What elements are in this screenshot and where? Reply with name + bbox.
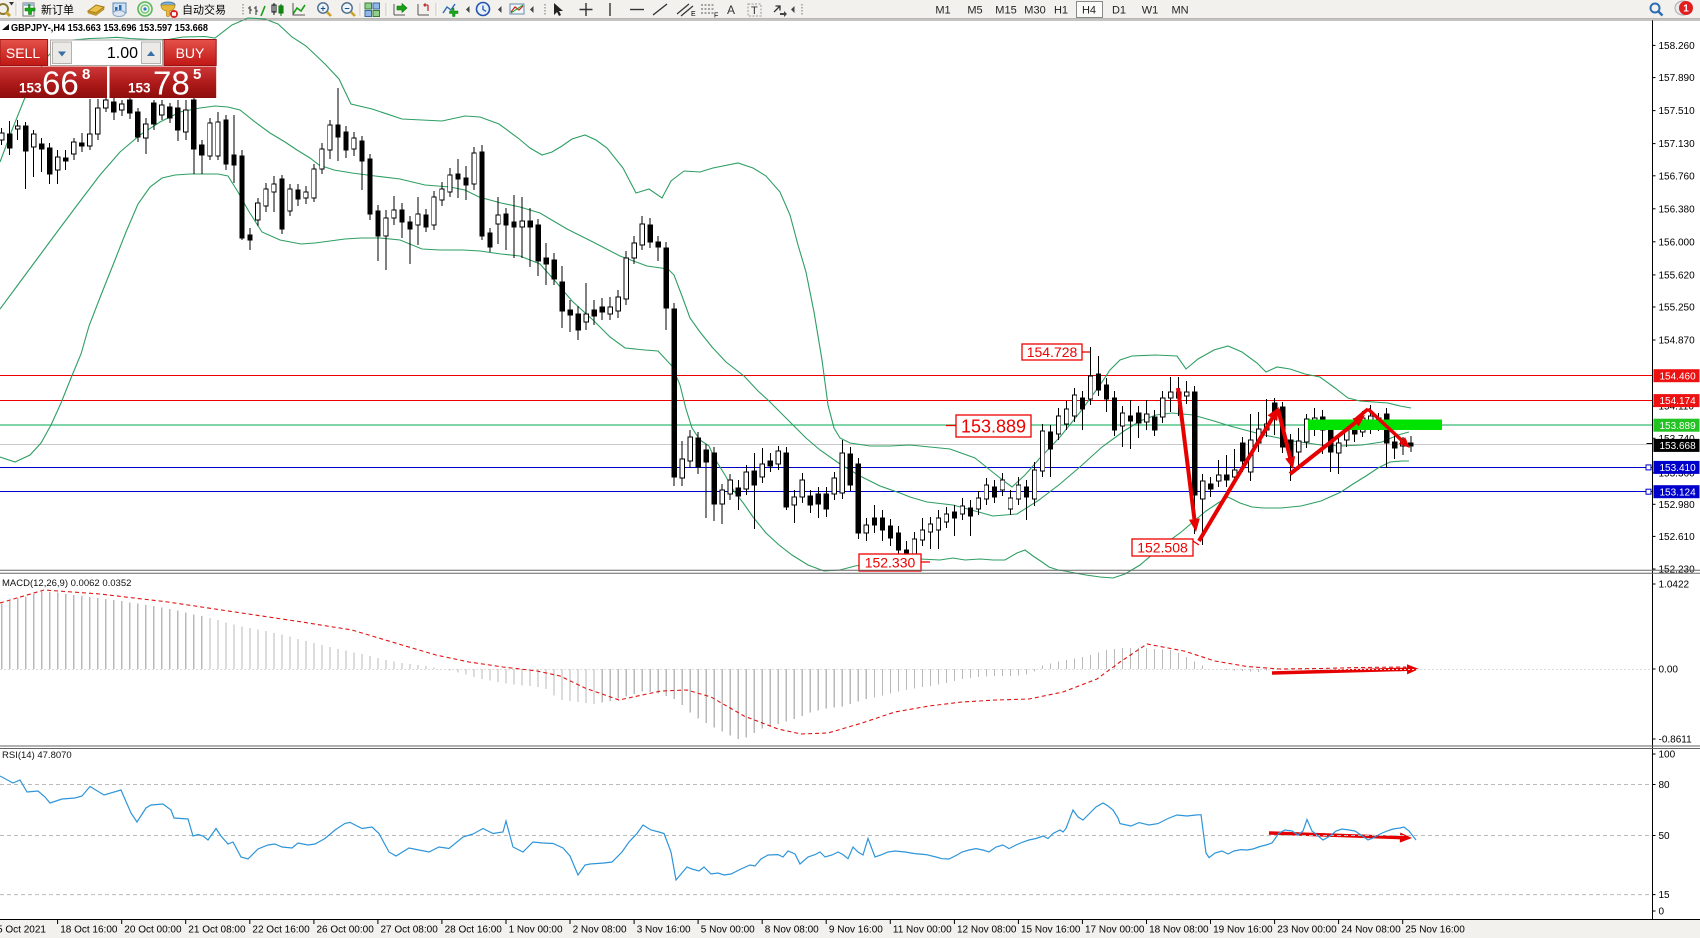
- svg-text:8: 8: [82, 66, 90, 83]
- svg-text:5 Nov 00:00: 5 Nov 00:00: [701, 925, 755, 936]
- svg-text:153.889: 153.889: [1660, 421, 1697, 432]
- svg-text:18 Oct 16:00: 18 Oct 16:00: [60, 925, 118, 936]
- svg-text:25 Nov 16:00: 25 Nov 16:00: [1405, 925, 1465, 936]
- svg-text:152.980: 152.980: [1659, 500, 1696, 511]
- svg-text:M15: M15: [995, 5, 1016, 17]
- svg-text:MACD(12,26,9) 0.0062 0.0352: MACD(12,26,9) 0.0062 0.0352: [2, 578, 131, 589]
- svg-text:158.260: 158.260: [1659, 41, 1696, 52]
- svg-text:-0.8611: -0.8611: [1659, 735, 1693, 746]
- svg-text:152.508: 152.508: [1137, 540, 1188, 556]
- svg-text:66: 66: [42, 65, 79, 102]
- svg-text:RSI(14) 47.8070: RSI(14) 47.8070: [2, 750, 72, 761]
- svg-text:BUY: BUY: [176, 45, 205, 61]
- svg-text:+: +: [320, 3, 325, 13]
- svg-text:154.870: 154.870: [1659, 336, 1696, 347]
- svg-text:E: E: [691, 11, 696, 18]
- svg-text:17 Nov 00:00: 17 Nov 00:00: [1085, 925, 1145, 936]
- svg-text:2 Nov 08:00: 2 Nov 08:00: [573, 925, 627, 936]
- svg-text:F: F: [714, 13, 718, 20]
- svg-text:1.00: 1.00: [107, 45, 138, 62]
- svg-text:153: 153: [19, 81, 42, 96]
- svg-text:SELL: SELL: [6, 45, 40, 61]
- svg-text:157.510: 157.510: [1659, 106, 1696, 117]
- svg-text:T: T: [751, 5, 758, 17]
- svg-text:新订单: 新订单: [41, 3, 74, 17]
- svg-text:28 Oct 16:00: 28 Oct 16:00: [445, 925, 503, 936]
- svg-text:20 Oct 00:00: 20 Oct 00:00: [124, 925, 182, 936]
- svg-text:M1: M1: [935, 5, 950, 17]
- svg-text:80: 80: [1659, 780, 1671, 791]
- svg-text:154.728: 154.728: [1027, 344, 1078, 360]
- svg-text:18 Nov 08:00: 18 Nov 08:00: [1149, 925, 1209, 936]
- svg-text:153: 153: [128, 81, 151, 96]
- svg-text:153.889: 153.889: [961, 416, 1026, 436]
- svg-text:1: 1: [1683, 4, 1689, 15]
- svg-text:H1: H1: [1054, 5, 1068, 17]
- svg-text:1 Nov 00:00: 1 Nov 00:00: [509, 925, 563, 936]
- svg-text:0.00: 0.00: [1659, 665, 1679, 676]
- svg-text:21 Oct 08:00: 21 Oct 08:00: [188, 925, 246, 936]
- svg-text:11 Nov 00:00: 11 Nov 00:00: [893, 925, 952, 936]
- svg-text:M5: M5: [967, 5, 982, 17]
- svg-text:27 Oct 08:00: 27 Oct 08:00: [381, 925, 439, 936]
- svg-text:H4: H4: [1082, 5, 1096, 17]
- svg-text:19 Nov 16:00: 19 Nov 16:00: [1213, 925, 1273, 936]
- svg-text:26 Oct 00:00: 26 Oct 00:00: [317, 925, 375, 936]
- svg-text:24 Nov 08:00: 24 Nov 08:00: [1341, 925, 1401, 936]
- svg-text:156.760: 156.760: [1659, 171, 1696, 182]
- svg-text:152.330: 152.330: [865, 555, 916, 571]
- svg-text:15 Nov 16:00: 15 Nov 16:00: [1021, 925, 1081, 936]
- svg-text:154.460: 154.460: [1660, 371, 1697, 382]
- svg-text:156.000: 156.000: [1659, 237, 1696, 248]
- svg-text:22 Oct 16:00: 22 Oct 16:00: [252, 925, 310, 936]
- svg-text:5 Oct 2021: 5 Oct 2021: [0, 925, 46, 936]
- svg-text:15: 15: [1659, 890, 1671, 901]
- svg-text:50: 50: [1659, 831, 1671, 842]
- svg-text:157.130: 157.130: [1659, 139, 1696, 150]
- svg-text:9 Nov 16:00: 9 Nov 16:00: [829, 925, 883, 936]
- svg-text:自动交易: 自动交易: [182, 3, 226, 17]
- svg-text:8 Nov 08:00: 8 Nov 08:00: [765, 925, 819, 936]
- svg-text:−: −: [344, 3, 349, 13]
- svg-text:12 Nov 08:00: 12 Nov 08:00: [957, 925, 1017, 936]
- svg-text:153.124: 153.124: [1660, 487, 1697, 498]
- svg-text:5: 5: [193, 66, 201, 83]
- svg-text:157.890: 157.890: [1659, 73, 1696, 84]
- svg-text:155.620: 155.620: [1659, 271, 1696, 282]
- svg-text:153.668: 153.668: [1660, 441, 1697, 452]
- svg-text:153.410: 153.410: [1660, 463, 1697, 474]
- svg-text:152.610: 152.610: [1659, 532, 1696, 543]
- svg-text:3 Nov 16:00: 3 Nov 16:00: [637, 925, 691, 936]
- svg-text:23 Nov 00:00: 23 Nov 00:00: [1277, 925, 1337, 936]
- svg-text:D1: D1: [1112, 5, 1126, 17]
- svg-text:154.174: 154.174: [1660, 396, 1697, 407]
- svg-text:100: 100: [1659, 750, 1676, 761]
- svg-text:156.380: 156.380: [1659, 204, 1696, 215]
- svg-text:155.250: 155.250: [1659, 303, 1696, 314]
- svg-text:154.110: 154.110: [1659, 402, 1695, 413]
- svg-text:1.0422: 1.0422: [1659, 580, 1690, 591]
- svg-text:GBPJPY-,H4 153.663 153.696 15: GBPJPY-,H4 153.663 153.696 153.597 153.6…: [11, 22, 208, 34]
- svg-text:0: 0: [1659, 907, 1665, 918]
- svg-text:MN: MN: [1171, 5, 1188, 17]
- svg-text:M30: M30: [1024, 5, 1045, 17]
- svg-text:A: A: [727, 3, 735, 17]
- svg-text:W1: W1: [1142, 5, 1159, 17]
- svg-text:78: 78: [153, 65, 190, 102]
